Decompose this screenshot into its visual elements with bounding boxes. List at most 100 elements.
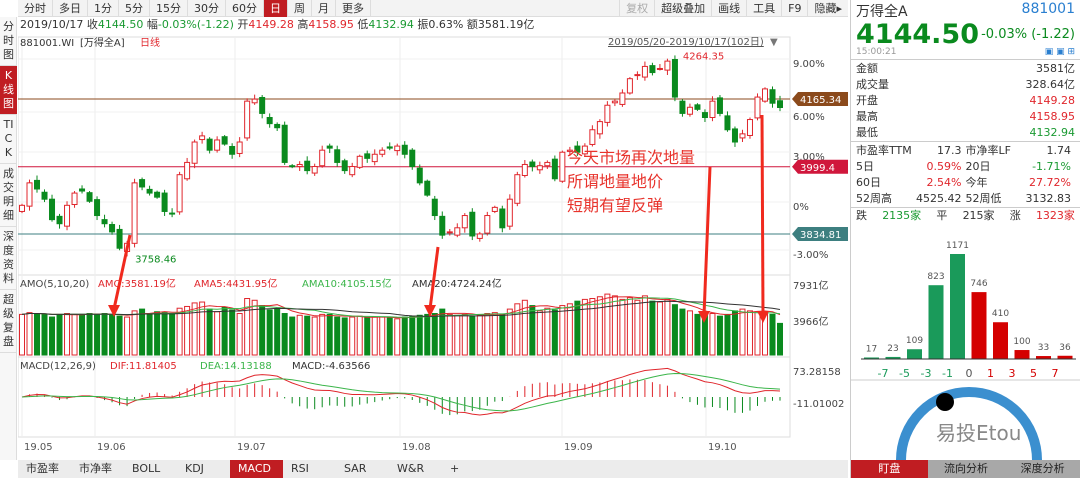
stat-row: 开盘 4149.28 [851, 93, 1080, 109]
stat-row: 最高 4158.95 [851, 109, 1080, 125]
volume-bar [176, 307, 183, 356]
indicator-tab-3[interactable]: KDJ [185, 462, 204, 475]
indicator-tab-4[interactable]: MACD [230, 460, 283, 478]
period-toolbar: 分时 多日 1分 5分 15分 30分 60分日周月更多 复权 超级叠加 画线 工具 F9 隐藏▸ [18, 0, 848, 17]
volume-bar [356, 315, 363, 356]
panel-tab-2[interactable]: 深度分析 [1004, 460, 1080, 478]
volume-bar [596, 296, 603, 356]
left-tab-review[interactable]: 超级复盘 [0, 290, 17, 353]
period-tab-10[interactable]: 更多 [336, 0, 371, 17]
tool-button-4[interactable]: F9 [781, 0, 807, 17]
volume-bar [169, 313, 176, 356]
candle-body [739, 133, 746, 139]
candle-body [341, 160, 348, 172]
kline-chart[interactable]: 19.05 19.06 19.07 19.08 19.09 19.10 9.00% 6.00%… [18, 17, 850, 460]
panel-tab-0[interactable]: 盯盘 [851, 460, 928, 478]
period-tab-7[interactable]: 日 [264, 0, 288, 17]
distribution-count: 1171 [946, 241, 969, 251]
volume-bar [101, 313, 108, 356]
volume-bar [604, 293, 611, 356]
left-tab-depth[interactable]: 深度资料 [0, 227, 17, 290]
panel-action-icons[interactable]: ▣ ▣ ⊞ [1044, 47, 1075, 57]
candle-body [581, 145, 588, 155]
candle-body [461, 215, 468, 229]
period-tab-5[interactable]: 30分 [188, 0, 226, 17]
volume-bar [259, 305, 266, 356]
volume-bar [709, 313, 716, 356]
reference-tag [792, 91, 848, 106]
amplitude-value: 0.63% [428, 18, 464, 31]
annotation-text: 今天市场再次地量 [567, 148, 695, 167]
candle-body [544, 161, 551, 167]
indicator-tab-6[interactable]: SAR [344, 462, 367, 475]
volume-bar [191, 302, 198, 356]
candle-body [176, 174, 183, 213]
distribution-axis-label: -5 [899, 367, 910, 380]
candle-body [244, 100, 251, 139]
left-tab-trades[interactable]: 成交明细 [0, 164, 17, 227]
left-tab-intraday[interactable]: 分时图 [0, 17, 17, 66]
indicator-tab-7[interactable]: W&R [397, 462, 425, 475]
date: 2019/10/17 [20, 18, 84, 31]
distribution-bar [885, 356, 901, 359]
candle-body [694, 104, 701, 110]
macd-label: MACD(12,26,9) [20, 361, 96, 372]
left-tab-kline-active[interactable]: K线图 [0, 66, 17, 115]
volume-bar [49, 316, 56, 356]
red-arrow [760, 114, 765, 316]
candle-body [139, 179, 146, 188]
tool-button-0[interactable]: 复权 [619, 0, 654, 17]
period-tab-0[interactable]: 分时 [18, 0, 53, 17]
axis-tick-label: -3.00% [793, 250, 828, 261]
indicator-tab-5[interactable]: RSI [291, 462, 309, 475]
volume-bar [116, 315, 123, 356]
indicator-tab-2[interactable]: BOLL [132, 462, 161, 475]
candle-body [484, 215, 491, 234]
distribution-axis-label: -1 [942, 367, 953, 380]
left-tab-tick[interactable]: TICK [0, 115, 17, 164]
candle-body [266, 117, 273, 125]
candle-body [731, 128, 738, 143]
volume-tick: 3966亿 [793, 315, 828, 328]
indicator-tab-1[interactable]: 市净率 [79, 462, 112, 475]
indicator-tab-0[interactable]: 市盈率 [26, 462, 59, 475]
candle-body [619, 92, 626, 105]
stat-label: 最高 [856, 110, 878, 123]
distribution-count: 746 [970, 279, 987, 289]
ratio-value: 27.72% [1029, 176, 1071, 189]
tool-button-2[interactable]: 画线 [711, 0, 746, 17]
macd-dea-label: DEA:14.13188 [200, 361, 272, 372]
volume-bar [214, 311, 221, 356]
indicator-tab-8[interactable]: + [450, 462, 460, 475]
period-tab-2[interactable]: 1分 [88, 0, 119, 17]
tool-button-5[interactable]: 隐藏▸ [807, 0, 848, 17]
annotation-text: 短期有望反弹 [567, 196, 663, 215]
tool-button-1[interactable]: 超级叠加 [654, 0, 711, 17]
axis-tick-label: 0% [793, 202, 809, 213]
distribution-bar [1014, 350, 1030, 359]
panel-tab-1[interactable]: 流向分析 [927, 460, 1005, 478]
period-tab-8[interactable]: 周 [288, 0, 312, 17]
volume-bar [229, 309, 236, 356]
stat-value: 3581亿 [1036, 62, 1075, 75]
tool-button-3[interactable]: 工具 [746, 0, 781, 17]
period-tab-1[interactable]: 多日 [53, 0, 88, 17]
candle-body [716, 97, 723, 114]
stat-row: 金额 3581亿 [851, 61, 1080, 77]
period-tab-4[interactable]: 15分 [150, 0, 188, 17]
quote-panel: 万得全A 881001 4144.50 -0.03% (-1.22) 15:00… [850, 0, 1080, 478]
ratio-cell: 20日 -1.71% [966, 159, 1076, 175]
period-tab-6[interactable]: 60分 [226, 0, 264, 17]
candle-body [41, 191, 48, 200]
distribution-axis-label: 7 [1052, 367, 1059, 380]
distribution-axis-label: -3 [921, 367, 932, 380]
ratio-label: 52周低 [965, 192, 1002, 205]
high-label: 高 [297, 18, 309, 31]
candle-body [409, 149, 416, 168]
macd-tick: -11.01002 [793, 399, 844, 410]
distribution-count: 33 [1038, 343, 1049, 353]
volume-bar [86, 313, 93, 356]
period-tab-9[interactable]: 月 [312, 0, 336, 17]
ratio-cell: 市盈率TTM 17.3 [856, 143, 966, 159]
period-tab-3[interactable]: 5分 [119, 0, 150, 17]
